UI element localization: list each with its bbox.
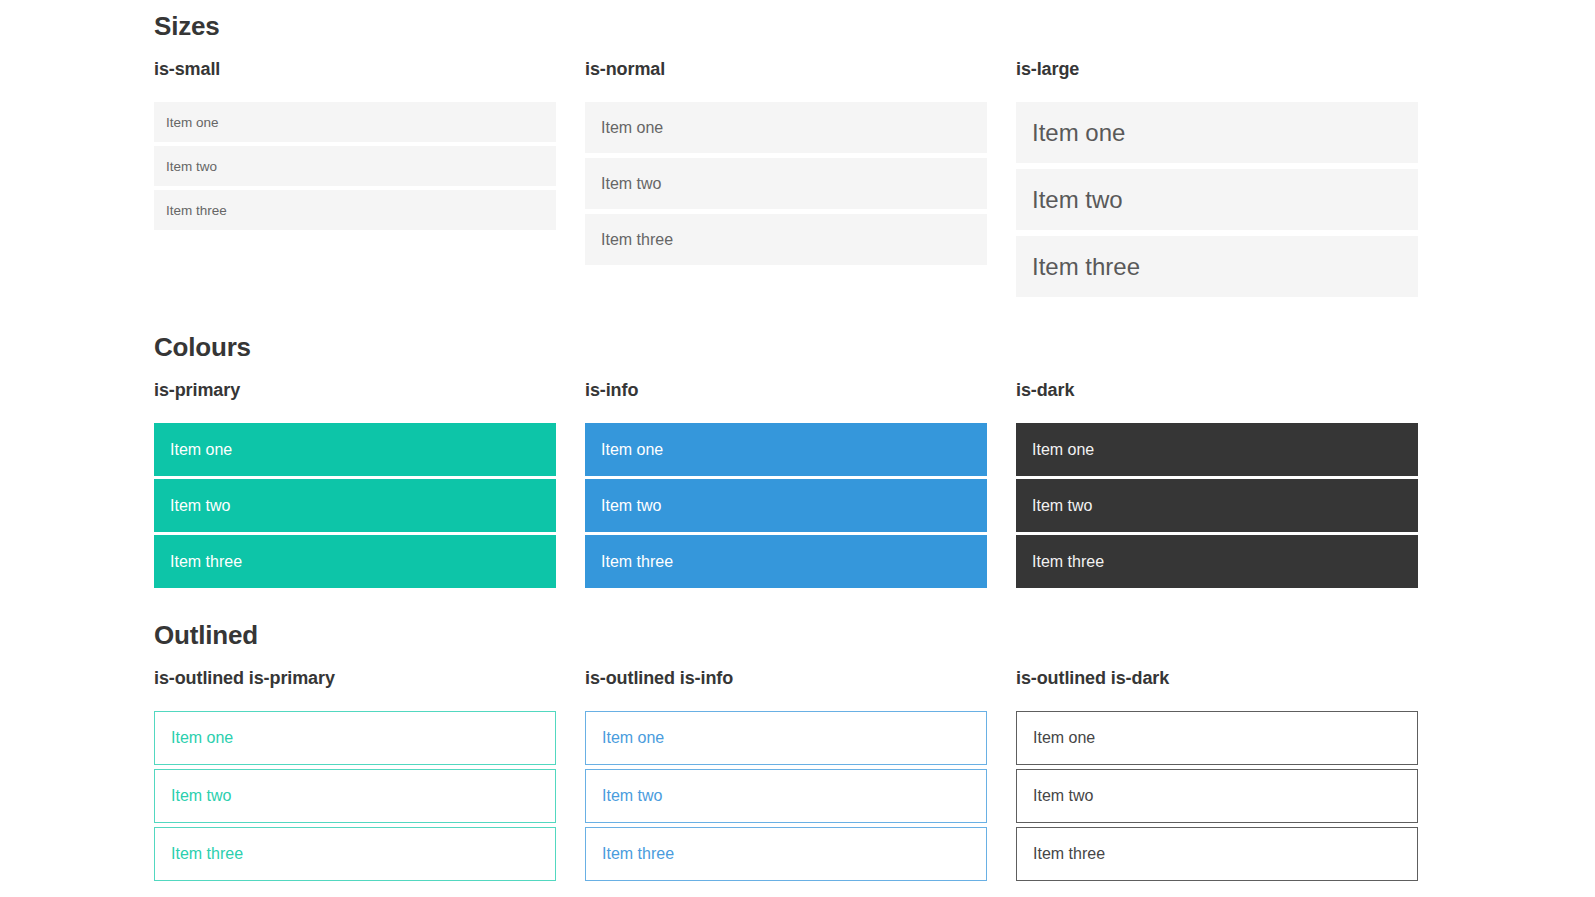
- variant-title-is-primary: is-primary: [154, 380, 556, 402]
- content-container: Sizes is-small Item one Item two Item th…: [0, 0, 1450, 885]
- list-item[interactable]: Item one: [154, 423, 556, 476]
- list-item[interactable]: Item two: [1016, 169, 1418, 230]
- list-item[interactable]: Item two: [1016, 479, 1418, 532]
- variant-title-is-info: is-info: [585, 380, 987, 402]
- list-item[interactable]: Item three: [154, 535, 556, 588]
- section-outlined: Outlined is-outlined is-primary Item one…: [154, 619, 1450, 885]
- variant-title-is-normal: is-normal: [585, 59, 987, 81]
- list-item[interactable]: Item one: [585, 102, 987, 153]
- group-is-normal: is-normal Item one Item two Item three: [585, 59, 987, 304]
- section-title-sizes: Sizes: [154, 10, 1450, 43]
- list-item[interactable]: Item one: [154, 102, 556, 142]
- section-title-outlined: Outlined: [154, 619, 1450, 652]
- variant-title-is-outlined-is-dark: is-outlined is-dark: [1016, 668, 1418, 690]
- docs-page: Sizes is-small Item one Item two Item th…: [0, 0, 1595, 897]
- list-item[interactable]: Item one: [585, 711, 987, 765]
- list-item[interactable]: Item three: [585, 214, 987, 265]
- list-item[interactable]: Item one: [1016, 102, 1418, 163]
- list-item[interactable]: Item three: [154, 190, 556, 230]
- variant-title-is-outlined-is-info: is-outlined is-info: [585, 668, 987, 690]
- variant-title-is-dark: is-dark: [1016, 380, 1418, 402]
- list-item[interactable]: Item three: [154, 827, 556, 881]
- list-item[interactable]: Item three: [1016, 236, 1418, 297]
- variant-title-is-outlined-is-primary: is-outlined is-primary: [154, 668, 556, 690]
- list-item[interactable]: Item two: [585, 769, 987, 823]
- group-is-outlined-is-dark: is-outlined is-dark Item one Item two It…: [1016, 668, 1418, 886]
- group-is-primary: is-primary Item one Item two Item three: [154, 380, 556, 592]
- list-item[interactable]: Item three: [1016, 827, 1418, 881]
- outlined-columns: is-outlined is-primary Item one Item two…: [154, 668, 1450, 886]
- list-item[interactable]: Item three: [1016, 535, 1418, 588]
- section-title-colours: Colours: [154, 331, 1450, 364]
- list-item[interactable]: Item three: [585, 535, 987, 588]
- list-item[interactable]: Item two: [154, 146, 556, 186]
- group-is-info: is-info Item one Item two Item three: [585, 380, 987, 592]
- list-item[interactable]: Item one: [1016, 711, 1418, 765]
- list-item[interactable]: Item two: [585, 479, 987, 532]
- group-is-large: is-large Item one Item two Item three: [1016, 59, 1418, 304]
- sizes-columns: is-small Item one Item two Item three is…: [154, 59, 1450, 304]
- variant-title-is-large: is-large: [1016, 59, 1418, 81]
- list-item[interactable]: Item three: [585, 827, 987, 881]
- list-item[interactable]: Item two: [154, 769, 556, 823]
- group-is-outlined-is-info: is-outlined is-info Item one Item two It…: [585, 668, 987, 886]
- list-item[interactable]: Item one: [154, 711, 556, 765]
- group-is-small: is-small Item one Item two Item three: [154, 59, 556, 304]
- list-item[interactable]: Item one: [585, 423, 987, 476]
- list-item[interactable]: Item two: [154, 479, 556, 532]
- list-item[interactable]: Item one: [1016, 423, 1418, 476]
- section-sizes: Sizes is-small Item one Item two Item th…: [154, 10, 1450, 303]
- variant-title-is-small: is-small: [154, 59, 556, 81]
- list-item[interactable]: Item two: [585, 158, 987, 209]
- colours-columns: is-primary Item one Item two Item three …: [154, 380, 1450, 592]
- group-is-dark: is-dark Item one Item two Item three: [1016, 380, 1418, 592]
- section-colours: Colours is-primary Item one Item two Ite…: [154, 331, 1450, 591]
- list-item[interactable]: Item two: [1016, 769, 1418, 823]
- group-is-outlined-is-primary: is-outlined is-primary Item one Item two…: [154, 668, 556, 886]
